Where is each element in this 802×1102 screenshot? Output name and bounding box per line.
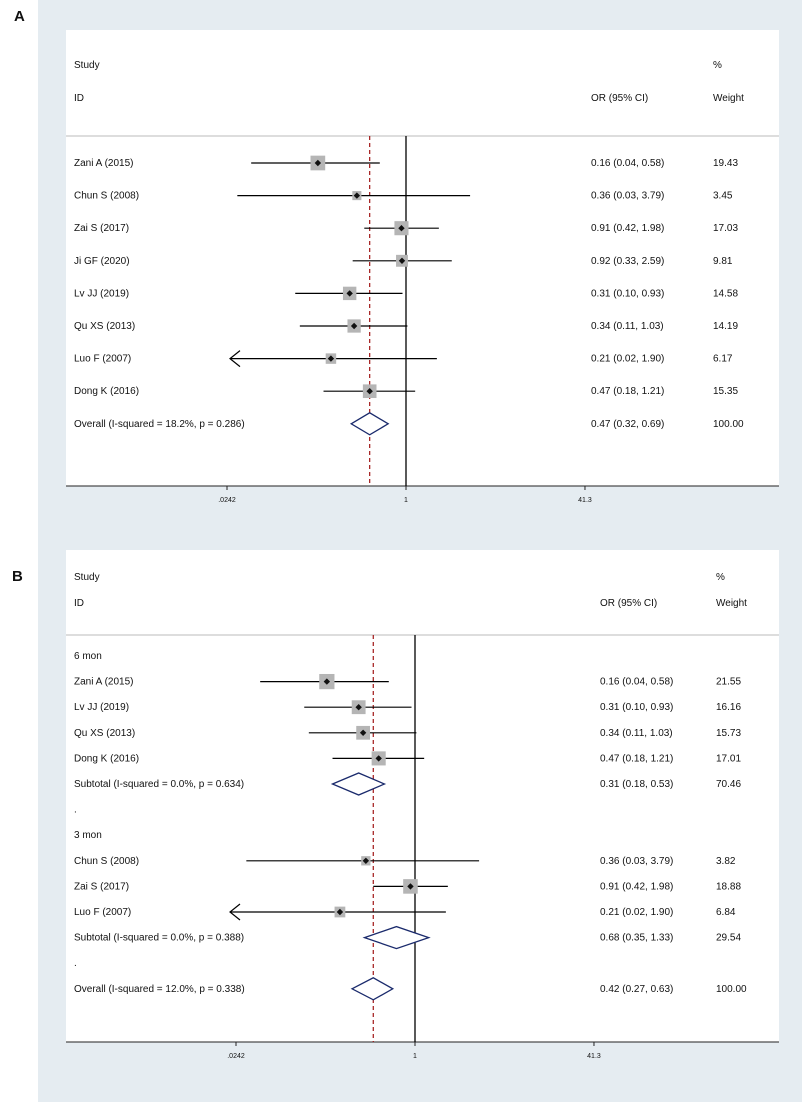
p2-row-label-spacer: . xyxy=(74,958,77,969)
panel-label-b: B xyxy=(12,568,23,585)
p1-ci-text-qu-xs-2013: 0.34 (0.11, 1.03) xyxy=(591,321,664,332)
p1-ci-text-overall-i-squared-18-2-p-0-286: 0.47 (0.32, 0.69) xyxy=(591,419,664,430)
p2-row-label-6-mon: 6 mon xyxy=(74,651,102,662)
p2-ci-text-zani-a-2015: 0.16 (0.04, 0.58) xyxy=(600,677,673,688)
p1-header-id: ID xyxy=(74,93,84,104)
p2-pooled-diamond-subtotal-i-squared-0-0-p-0-388 xyxy=(362,925,431,950)
p1-point-estimate-dong-k-2016 xyxy=(366,388,373,395)
p2-header-percent: % xyxy=(716,572,725,583)
p2-pooled-diamond-overall-i-squared-12-0-p-0-338 xyxy=(350,977,395,1001)
p2-pooled-diamond-subtotal-i-squared-0-0-p-0-634 xyxy=(330,772,387,796)
p1-x-tick-label: 41.3 xyxy=(578,497,592,504)
p2-weight-text-qu-xs-2013: 15.73 xyxy=(716,728,741,739)
p1-header-percent: % xyxy=(713,60,722,71)
p1-ci-text-zai-s-2017: 0.91 (0.42, 1.98) xyxy=(591,223,664,234)
p1-point-estimate-lv-jj-2019 xyxy=(346,290,353,297)
p2-weight-text-lv-jj-2019: 16.16 xyxy=(716,702,741,713)
p1-row-label-luo-f-2007: Luo F (2007) xyxy=(74,354,131,365)
forest-plot-b: Study ID OR (95% CI)% Weight .0242 1 41.3 6 mon… xyxy=(66,550,779,1060)
p1-header-weight: Weight xyxy=(713,93,744,104)
p2-ci-text-subtotal-i-squared-0-0-p-0-634: 0.31 (0.18, 0.53) xyxy=(600,779,673,790)
p1-weight-text-lv-jj-2019: 14.58 xyxy=(713,288,738,299)
p1-x-tick-label: 1 xyxy=(404,497,408,504)
p2-row-label-zani-a-2015: Zani A (2015) xyxy=(74,677,133,688)
p2-row-label-spacer: . xyxy=(74,805,77,816)
p2-weight-text-overall-i-squared-12-0-p-0-338: 100.00 xyxy=(716,984,747,995)
p2-ci-arrow-luo-f-2007 xyxy=(229,903,241,921)
p1-weight-text-ji-gf-2020: 9.81 xyxy=(713,256,733,267)
p2-ci-text-subtotal-i-squared-0-0-p-0-388: 0.68 (0.35, 1.33) xyxy=(600,933,673,944)
p2-row-label-zai-s-2017: Zai S (2017) xyxy=(74,881,129,892)
p1-header-study: Study xyxy=(74,60,100,71)
forest-plot-a: Study ID OR (95% CI)% Weight .0242 1 41.3 Zani … xyxy=(66,30,779,504)
p2-weight-text-zani-a-2015: 21.55 xyxy=(716,677,741,688)
p1-plot-area xyxy=(66,30,779,486)
p1-point-estimate-ji-gf-2020 xyxy=(398,257,406,264)
p2-ci-text-chun-s-2008: 0.36 (0.03, 3.79) xyxy=(600,856,673,867)
p1-ci-text-dong-k-2016: 0.47 (0.18, 1.21) xyxy=(591,386,664,397)
p1-ci-text-luo-f-2007: 0.21 (0.02, 1.90) xyxy=(591,354,664,365)
p2-row-label-luo-f-2007: Luo F (2007) xyxy=(74,907,131,918)
p2-ci-text-dong-k-2016: 0.47 (0.18, 1.21) xyxy=(600,753,673,764)
p2-weight-text-subtotal-i-squared-0-0-p-0-634: 70.46 xyxy=(716,779,741,790)
p1-row-label-lv-jj-2019: Lv JJ (2019) xyxy=(74,288,129,299)
p1-weight-text-qu-xs-2013: 14.19 xyxy=(713,321,738,332)
p2-ci-text-overall-i-squared-12-0-p-0-338: 0.42 (0.27, 0.63) xyxy=(600,984,673,995)
p1-x-tick-label: .0242 xyxy=(218,497,236,504)
p1-row-label-dong-k-2016: Dong K (2016) xyxy=(74,386,139,397)
p1-ci-text-ji-gf-2020: 0.92 (0.33, 2.59) xyxy=(591,256,664,267)
p2-ci-text-qu-xs-2013: 0.34 (0.11, 1.03) xyxy=(600,728,673,739)
p2-row-label-overall-i-squared-12-0-p-0-338: Overall (I-squared = 12.0%, p = 0.338) xyxy=(74,984,245,995)
p1-header-or-ci: OR (95% CI) xyxy=(591,93,648,104)
p1-point-estimate-luo-f-2007 xyxy=(327,355,335,362)
p2-ci-text-luo-f-2007: 0.21 (0.02, 1.90) xyxy=(600,907,673,918)
p1-weight-text-chun-s-2008: 3.45 xyxy=(713,191,733,202)
panel-label-a: A xyxy=(14,8,25,25)
p2-header-id: ID xyxy=(74,598,84,609)
p1-ci-text-chun-s-2008: 0.36 (0.03, 3.79) xyxy=(591,191,664,202)
p2-row-label-3-mon: 3 mon xyxy=(74,830,102,841)
p2-weight-text-chun-s-2008: 3.82 xyxy=(716,856,736,867)
p1-row-label-qu-xs-2013: Qu XS (2013) xyxy=(74,321,135,332)
p2-row-label-dong-k-2016: Dong K (2016) xyxy=(74,753,139,764)
p2-header-weight: Weight xyxy=(716,598,747,609)
p2-row-label-subtotal-i-squared-0-0-p-0-634: Subtotal (I-squared = 0.0%, p = 0.634) xyxy=(74,779,244,790)
p1-row-label-overall-i-squared-18-2-p-0-286: Overall (I-squared = 18.2%, p = 0.286) xyxy=(74,419,245,430)
p1-weight-text-dong-k-2016: 15.35 xyxy=(713,386,738,397)
p2-header-study: Study xyxy=(74,572,100,583)
p1-point-estimate-zai-s-2017 xyxy=(398,225,405,232)
p2-row-label-subtotal-i-squared-0-0-p-0-388: Subtotal (I-squared = 0.0%, p = 0.388) xyxy=(74,933,244,944)
p1-ci-text-lv-jj-2019: 0.31 (0.10, 0.93) xyxy=(591,288,664,299)
p2-ci-text-lv-jj-2019: 0.31 (0.10, 0.93) xyxy=(600,702,673,713)
p2-plot-area xyxy=(66,550,779,1042)
p2-x-tick-label: .0242 xyxy=(227,1053,245,1060)
p2-ci-text-zai-s-2017: 0.91 (0.42, 1.98) xyxy=(600,881,673,892)
p1-point-estimate-zani-a-2015 xyxy=(314,159,322,167)
p2-x-tick-label: 41.3 xyxy=(587,1053,601,1060)
p2-weight-text-dong-k-2016: 17.01 xyxy=(716,753,741,764)
p1-row-label-zai-s-2017: Zai S (2017) xyxy=(74,223,129,234)
p2-header-or-ci: OR (95% CI) xyxy=(600,598,657,609)
p1-row-label-ji-gf-2020: Ji GF (2020) xyxy=(74,256,130,267)
p1-ci-arrow-luo-f-2007 xyxy=(229,350,241,368)
p1-weight-text-overall-i-squared-18-2-p-0-286: 100.00 xyxy=(713,419,744,430)
p2-point-estimate-luo-f-2007 xyxy=(336,908,344,916)
p1-weight-text-zani-a-2015: 19.43 xyxy=(713,158,738,169)
p1-pooled-diamond-overall-i-squared-18-2-p-0-286 xyxy=(349,412,390,436)
p2-row-label-chun-s-2008: Chun S (2008) xyxy=(74,856,139,867)
p1-point-estimate-qu-xs-2013 xyxy=(350,322,358,330)
p2-x-tick-label: 1 xyxy=(413,1053,417,1060)
p1-ci-text-zani-a-2015: 0.16 (0.04, 0.58) xyxy=(591,158,664,169)
p1-point-estimate-chun-s-2008 xyxy=(353,192,361,199)
p1-row-label-chun-s-2008: Chun S (2008) xyxy=(74,191,139,202)
p2-weight-text-zai-s-2017: 18.88 xyxy=(716,881,741,892)
p1-weight-text-luo-f-2007: 6.17 xyxy=(713,354,733,365)
p2-weight-text-luo-f-2007: 6.84 xyxy=(716,907,736,918)
p2-weight-text-subtotal-i-squared-0-0-p-0-388: 29.54 xyxy=(716,933,741,944)
p2-point-estimate-zai-s-2017 xyxy=(407,883,414,890)
p1-row-label-zani-a-2015: Zani A (2015) xyxy=(74,158,133,169)
p1-weight-text-zai-s-2017: 17.03 xyxy=(713,223,738,234)
p2-row-label-lv-jj-2019: Lv JJ (2019) xyxy=(74,702,129,713)
p2-row-label-qu-xs-2013: Qu XS (2013) xyxy=(74,728,135,739)
